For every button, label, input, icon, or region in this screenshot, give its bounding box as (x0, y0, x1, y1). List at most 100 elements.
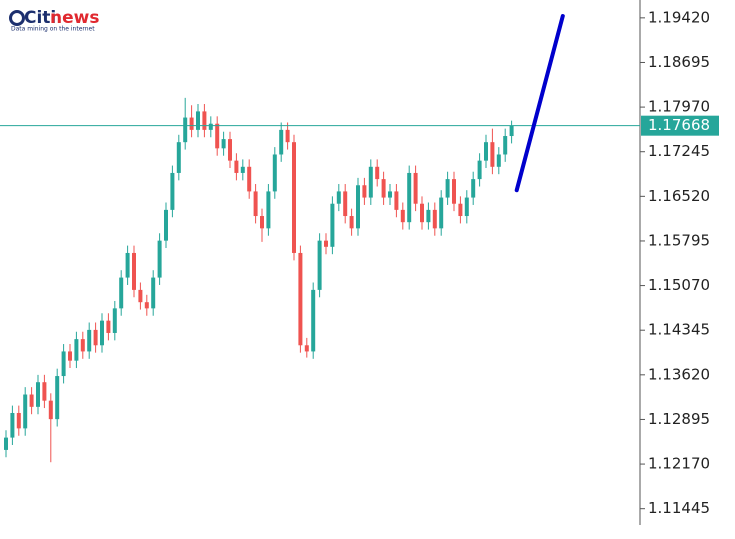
candle-body (407, 172, 412, 223)
candle-body (228, 139, 232, 161)
candle-body (93, 329, 98, 346)
candle-body (119, 277, 124, 309)
candle-body (413, 172, 418, 204)
candle-body (202, 111, 207, 130)
y-tick-label: 1.18695 (648, 53, 710, 71)
candle-body (509, 125, 514, 137)
y-tick-label: 1.15795 (648, 231, 710, 249)
candle-body (272, 154, 277, 192)
logo-brand-b: news (50, 8, 99, 28)
y-tick-label: 1.15070 (648, 276, 710, 294)
last-price-label: 1.17668 (648, 116, 710, 134)
candle-body (420, 203, 424, 223)
candle-body (183, 117, 188, 143)
candle-body (106, 320, 111, 333)
candle-body (253, 191, 258, 217)
candle-body (42, 382, 47, 401)
candle-body (36, 382, 40, 407)
y-tick-label: 1.12170 (648, 455, 710, 473)
candle-body (336, 191, 341, 204)
candle-body (68, 351, 72, 361)
candle-body (10, 412, 15, 438)
y-tick-label: 1.14345 (648, 321, 710, 339)
candle-body (285, 129, 290, 143)
candle-body (112, 308, 117, 333)
candle-body (247, 166, 252, 192)
y-tick-label: 1.17970 (648, 98, 710, 116)
y-tick-label: 1.16520 (648, 187, 710, 205)
candle-body (279, 129, 284, 155)
candle-body (234, 160, 239, 173)
candle-body (164, 209, 168, 241)
candle-body (74, 339, 79, 361)
candle-body (196, 111, 200, 130)
candle-body (61, 351, 66, 377)
candle-body (439, 197, 444, 229)
candle-body (432, 209, 437, 229)
candle-body (170, 172, 175, 210)
candle-body (452, 179, 456, 204)
candle-body (400, 209, 405, 223)
candle-body (87, 329, 92, 352)
candle-body (368, 166, 373, 198)
candle-body (349, 216, 354, 229)
candle-body (215, 123, 220, 149)
logo: Citi news Data mining on the internet (9, 8, 99, 33)
candle-body (138, 289, 143, 303)
candle-body (208, 123, 213, 130)
candle-body (490, 142, 495, 167)
candle-body (292, 142, 296, 253)
candle-body (48, 400, 53, 420)
candle-body (132, 252, 136, 290)
candle-body (221, 139, 226, 149)
y-tick-label: 1.12895 (648, 410, 710, 428)
y-tick-label: 1.17245 (648, 142, 710, 160)
logo-tagline: Data mining on the internet (11, 26, 95, 33)
candle-body (471, 179, 476, 198)
trend-line (514, 14, 565, 193)
candle-body (458, 203, 463, 217)
candle-body (151, 277, 156, 309)
candle-body (388, 191, 392, 198)
y-tick-label: 1.11445 (648, 499, 710, 517)
candle-body (311, 289, 316, 352)
candle-body (304, 345, 309, 352)
candle-body (144, 302, 149, 309)
candle-body (55, 376, 60, 420)
candle-body (23, 394, 28, 429)
candle-body (317, 240, 322, 290)
candle-body (477, 160, 482, 180)
candle-body (362, 185, 367, 198)
candle-body (343, 191, 348, 217)
y-tick-label: 1.19420 (648, 8, 710, 26)
candle-body (176, 142, 181, 173)
candle-body (266, 191, 271, 229)
candle-body (298, 252, 303, 346)
candle-body (394, 191, 399, 210)
candle-body (375, 166, 380, 180)
candle-body (330, 203, 335, 247)
candle-body (356, 185, 360, 229)
last-price-box (641, 115, 719, 136)
candle-body (29, 394, 34, 407)
candle-body (445, 179, 450, 198)
candle-body (240, 166, 245, 173)
candle-body (426, 209, 431, 223)
candle-body (464, 197, 469, 217)
candle-body (484, 142, 488, 161)
candle-body (100, 320, 104, 346)
candle-body (381, 179, 386, 198)
candle-body (4, 437, 8, 450)
candle-body (260, 216, 264, 229)
logo-brand-a: Citi (24, 8, 56, 28)
candle-body (503, 136, 508, 155)
candle-body (157, 240, 162, 278)
candle-body (80, 339, 85, 352)
logo-ring (9, 10, 25, 26)
candle-body (189, 117, 194, 130)
candle-body (324, 240, 328, 247)
candle-body (16, 412, 21, 429)
candle-body (125, 252, 130, 278)
